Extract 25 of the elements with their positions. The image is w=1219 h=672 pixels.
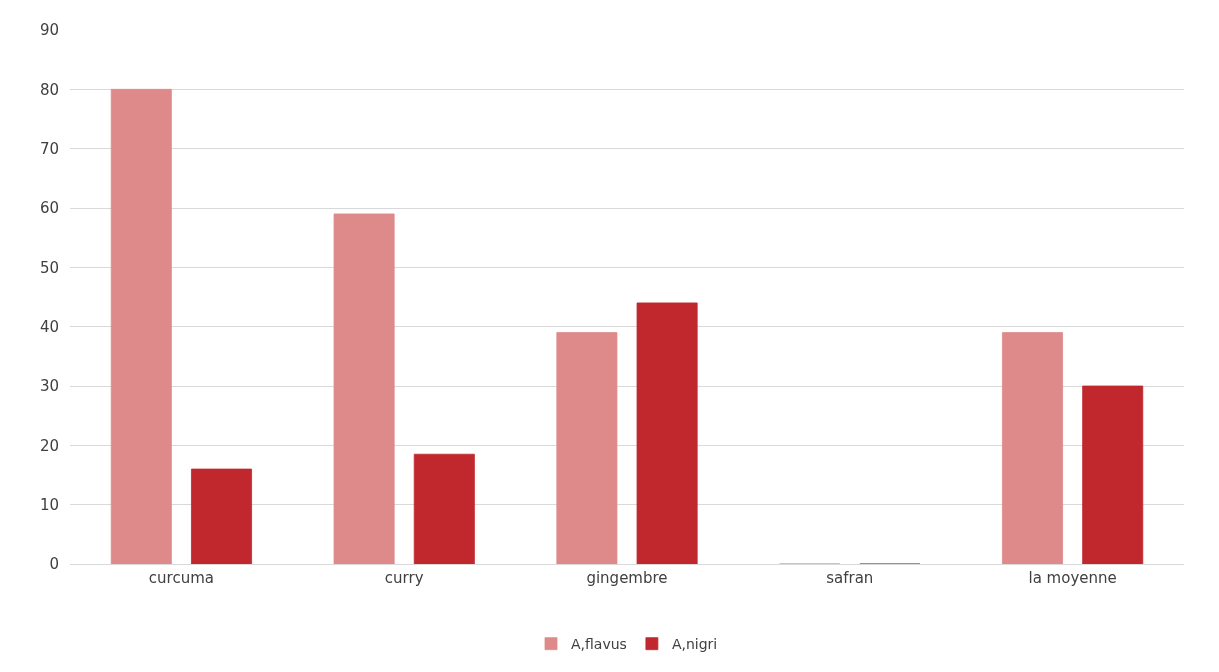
y-tick-label: 50 (39, 258, 59, 277)
bar (1082, 385, 1144, 564)
x-tick-label: gingembre (586, 569, 668, 587)
bar (110, 88, 172, 564)
y-tick-label: 20 (39, 436, 59, 455)
bar (413, 453, 475, 564)
y-tick-label: 90 (39, 21, 59, 40)
x-tick-label: curry (384, 569, 424, 587)
legend-label: A,nigri (671, 636, 718, 653)
x-tick-label: la moyenne (1028, 569, 1117, 587)
y-tick-label: 0 (49, 555, 59, 574)
y-tick-label: 70 (39, 139, 59, 158)
bar (191, 468, 252, 564)
bar (556, 332, 618, 564)
x-tick-label: curcuma (148, 569, 214, 587)
bar (1002, 332, 1063, 564)
y-tick-label: 30 (39, 377, 59, 396)
legend-label: A,flavus (571, 636, 627, 653)
bar (333, 213, 395, 564)
y-tick-label: 10 (39, 495, 59, 514)
y-tick-label: 60 (39, 199, 59, 218)
y-tick-label: 80 (39, 80, 59, 99)
bar (636, 302, 698, 564)
x-tick-label: safran (826, 569, 874, 587)
y-tick-label: 40 (39, 317, 59, 336)
